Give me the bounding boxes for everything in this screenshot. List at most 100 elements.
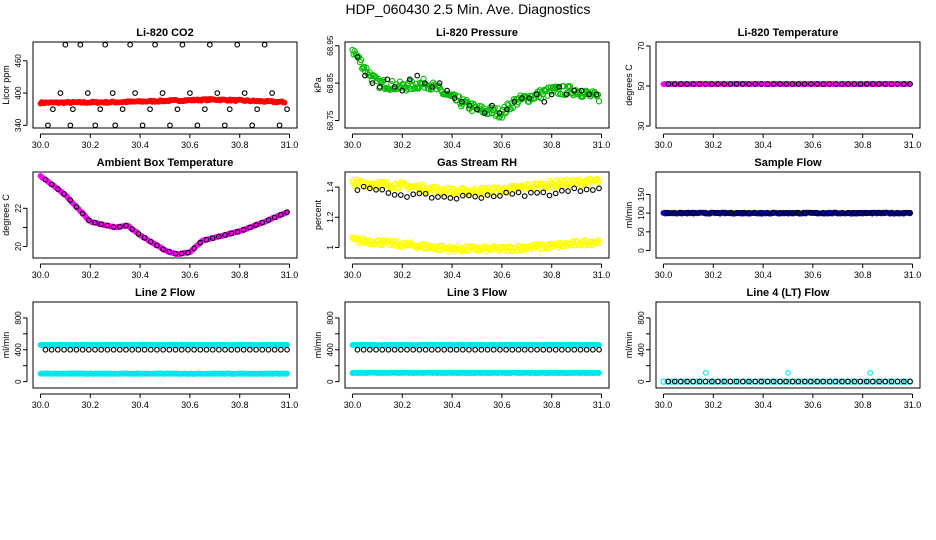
- data-point: [73, 203, 80, 210]
- data-point: [851, 378, 858, 385]
- y-tick-label: 400: [14, 343, 23, 357]
- data-point: [410, 346, 417, 353]
- x-tick-label: 30.4: [131, 400, 149, 410]
- data-point: [708, 209, 715, 216]
- series-line3_diag: [354, 346, 602, 353]
- data-point: [863, 81, 870, 87]
- data-point: [801, 81, 808, 87]
- data-point: [521, 346, 528, 353]
- data-point: [366, 346, 373, 353]
- data-point: [832, 378, 839, 385]
- data-point: [758, 378, 765, 385]
- data-point: [414, 72, 421, 79]
- data-point: [888, 209, 895, 216]
- data-point: [110, 224, 117, 230]
- data-point: [785, 370, 791, 376]
- data-point: [61, 346, 67, 353]
- series-box_temp_1min: [37, 173, 290, 257]
- x-tick-label: 30.8: [231, 400, 249, 410]
- data-point: [571, 87, 577, 94]
- data-point: [62, 41, 69, 48]
- x-tick-label: 30.0: [655, 400, 673, 410]
- data-point: [459, 98, 465, 105]
- y-tick-label: 0: [637, 379, 646, 384]
- data-point: [478, 346, 485, 353]
- data-point: [876, 209, 882, 216]
- data-point: [472, 346, 478, 353]
- data-point: [447, 346, 454, 353]
- data-point: [665, 209, 672, 216]
- x-tick-label: 30.4: [443, 270, 461, 280]
- series-pressure_1min: [349, 46, 603, 121]
- y-tick-label: 400: [637, 343, 646, 357]
- data-point: [798, 378, 805, 385]
- x-tick-label: 30.6: [181, 400, 199, 410]
- data-point: [503, 346, 509, 353]
- data-point: [45, 122, 51, 129]
- data-point: [559, 346, 565, 353]
- data-point: [733, 81, 740, 87]
- data-point: [876, 378, 882, 385]
- data-point: [201, 106, 208, 113]
- data-point: [466, 102, 473, 109]
- data-point: [752, 378, 759, 385]
- data-point: [116, 223, 123, 230]
- data-point: [863, 378, 870, 385]
- data-point: [185, 346, 191, 353]
- y-tick-label: 400: [14, 86, 23, 100]
- data-point: [354, 54, 361, 60]
- data-point: [826, 81, 833, 87]
- data-point: [845, 209, 851, 216]
- data-point: [702, 81, 709, 87]
- data-point: [67, 122, 74, 129]
- data-point: [696, 378, 703, 385]
- chart-panel-6: Line 2 Flow 30.0 30.2 30.4 30.6 30.8 31.0 0 400 8…: [1, 287, 298, 410]
- series-co2_1min: [37, 95, 288, 107]
- data-point: [795, 209, 802, 216]
- chart-title: Li-820 Temperature: [738, 27, 839, 39]
- data-point: [684, 81, 690, 87]
- data-point: [556, 84, 563, 90]
- data-point: [552, 190, 559, 197]
- data-point: [851, 209, 858, 216]
- data-point: [234, 346, 241, 353]
- data-point: [702, 378, 709, 385]
- data-point: [284, 341, 290, 348]
- data-point: [42, 176, 49, 183]
- data-point: [894, 209, 901, 216]
- data-point: [814, 378, 820, 385]
- y-tick-label: 800: [326, 311, 335, 325]
- y-axis-label: degrees C: [624, 64, 634, 106]
- data-point: [552, 346, 559, 353]
- plot-frame: [32, 301, 298, 389]
- data-point: [234, 41, 241, 48]
- y-tick-label: 68.75: [326, 110, 335, 131]
- x-tick-label: 30.2: [705, 140, 723, 150]
- data-point: [770, 378, 777, 385]
- data-point: [770, 81, 777, 87]
- data-point: [397, 346, 404, 353]
- data-point: [116, 346, 123, 353]
- data-point: [247, 346, 253, 353]
- data-point: [73, 346, 80, 353]
- plot-frame: [655, 171, 921, 259]
- data-point: [851, 81, 858, 87]
- series-co2_diag: [45, 41, 290, 129]
- data-point: [129, 346, 136, 353]
- x-tick-label: 30.8: [854, 140, 872, 150]
- y-tick-label: 68.95: [326, 35, 335, 56]
- data-point: [92, 219, 98, 226]
- data-point: [789, 81, 796, 87]
- data-point: [870, 378, 876, 385]
- data-point: [702, 370, 709, 376]
- data-point: [123, 346, 129, 353]
- data-point: [496, 110, 503, 116]
- data-point: [281, 99, 288, 106]
- x-tick-label: 30.0: [655, 140, 673, 150]
- data-point: [589, 187, 596, 193]
- data-point: [596, 346, 602, 353]
- data-point: [882, 209, 889, 216]
- data-point: [466, 346, 472, 353]
- y-tick-label: 50: [637, 81, 646, 90]
- data-point: [515, 346, 522, 353]
